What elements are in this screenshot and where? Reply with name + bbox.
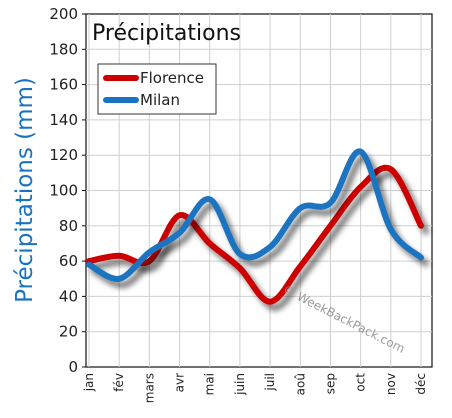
y-tick-label-100: 100 xyxy=(49,182,78,200)
y-tick-label-120: 120 xyxy=(49,146,78,164)
y-tick-label-180: 180 xyxy=(49,40,78,58)
series-lines xyxy=(86,148,424,305)
legend-box xyxy=(97,63,217,115)
x-tick-label-8: sep xyxy=(323,373,337,394)
x-tick-label-6: juil xyxy=(263,373,277,392)
x-tick-label-7: aoû xyxy=(293,373,307,395)
y-tick-label-200: 200 xyxy=(49,5,78,23)
x-tick-label-5: juin xyxy=(233,373,247,396)
x-tick-label-0: jan xyxy=(82,373,96,392)
y-tick-label-40: 40 xyxy=(59,287,78,305)
series-line-florence xyxy=(86,164,424,305)
y-tick-label-0: 0 xyxy=(68,358,78,376)
x-tick-label-9: oct xyxy=(354,373,368,392)
y-tick-label-20: 20 xyxy=(59,323,78,341)
x-tick-label-3: avr xyxy=(173,373,187,392)
y-tick-label-60: 60 xyxy=(59,252,78,270)
y-tick-label-160: 160 xyxy=(49,76,78,94)
legend-label-florence: Florence xyxy=(140,69,204,87)
legend: Florence Milan xyxy=(97,63,217,115)
x-tick-label-2: mars xyxy=(142,373,156,403)
chart-title: Précipitations xyxy=(92,21,241,46)
y-axis-ticks: 0 20 40 60 80 100 120 140 160 180 200 xyxy=(49,5,86,376)
x-tick-label-4: mai xyxy=(203,373,217,395)
x-tick-label-1: fév xyxy=(112,373,126,392)
y-tick-label-80: 80 xyxy=(59,217,78,235)
x-axis-ticks: jan fév mars avr mai juin juil aoû sep oct nov déc xyxy=(82,373,428,404)
y-axis-label: Précipitations (mm) xyxy=(12,77,38,303)
y-tick-label-140: 140 xyxy=(49,111,78,129)
legend-label-milan: Milan xyxy=(140,91,180,109)
x-tick-label-10: nov xyxy=(384,373,398,395)
x-tick-label-11: déc xyxy=(414,373,428,395)
